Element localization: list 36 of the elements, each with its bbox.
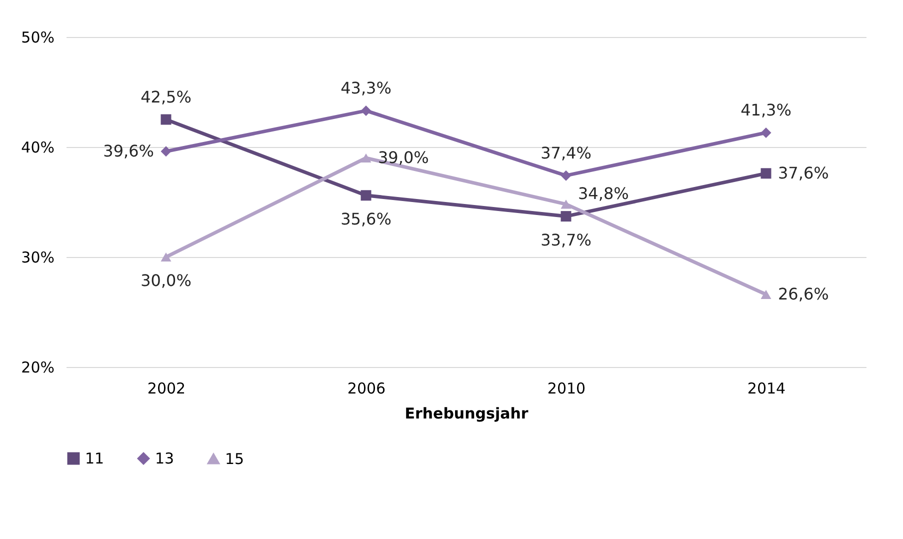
y-tick-label: 30% — [21, 248, 54, 266]
data-label: 37,6% — [778, 163, 829, 182]
point — [360, 105, 372, 116]
data-label: 30,0% — [140, 271, 192, 290]
y-tick-label: 40% — [21, 138, 54, 156]
data-label: 41,3% — [740, 100, 792, 120]
data-label: 33,7% — [540, 230, 592, 250]
point — [760, 290, 772, 299]
x-tick-label: 2014 — [747, 380, 786, 398]
legend-label: 11 — [85, 450, 104, 468]
point — [160, 114, 172, 125]
y-tick-label: 20% — [21, 358, 54, 376]
data-label: 35,6% — [340, 209, 392, 228]
legend-label: 13 — [155, 450, 174, 468]
point — [560, 170, 572, 181]
data-label: 34,8% — [578, 184, 629, 204]
legend-label: 15 — [225, 450, 244, 468]
point — [560, 211, 572, 222]
point — [760, 168, 772, 179]
y-tick-label: 50% — [21, 28, 54, 46]
point — [360, 190, 372, 201]
point — [560, 200, 572, 209]
point — [160, 252, 172, 262]
data-label: 37,4% — [540, 144, 592, 163]
x-tick-label: 2010 — [547, 380, 586, 398]
point — [760, 127, 772, 138]
point — [160, 146, 172, 157]
x-tick-label: 2006 — [347, 380, 386, 398]
data-label: 39,0% — [378, 148, 429, 167]
data-label: 26,6% — [778, 284, 829, 304]
x-axis-title: Erhebungsjahr — [404, 404, 529, 422]
data-label: 39,6% — [103, 141, 154, 160]
data-label: 42,5% — [140, 88, 192, 106]
point — [360, 153, 372, 163]
data-label: 43,3% — [340, 78, 392, 98]
x-tick-label: 2002 — [147, 380, 186, 398]
